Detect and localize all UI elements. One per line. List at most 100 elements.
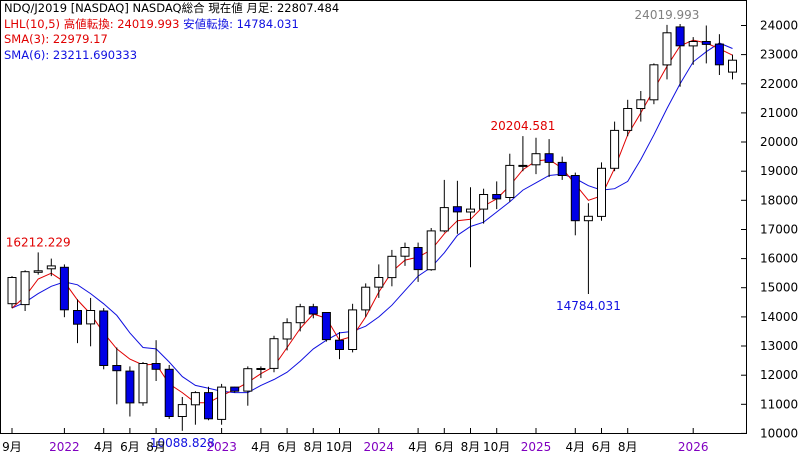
chart-title: NDQ/J2019 [NASDAQ] NASDAQ総合 現在値 月足: 2280… (4, 1, 340, 15)
extreme-value-label: 14784.031 (556, 299, 621, 313)
candle (701, 25, 711, 64)
candle (138, 362, 148, 406)
candle-body (452, 206, 462, 213)
candle (597, 162, 606, 221)
chart-legend: NDQ/J2019 [NASDAQ] NASDAQ総合 現在値 月足: 2280… (4, 1, 339, 63)
candle-body (662, 32, 672, 66)
annotations-layer: 16212.229 10088.828 20204.581 14784.031 2401… (6, 8, 700, 450)
candle-body (348, 309, 358, 350)
y-tick-label: 22000 (760, 77, 798, 91)
candle-body (466, 208, 475, 213)
candle-body (597, 167, 606, 217)
candle-body (335, 339, 344, 351)
y-tick-label: 15000 (760, 281, 798, 295)
candle-body (400, 247, 410, 257)
candle (688, 37, 698, 65)
candle (86, 297, 96, 347)
candle (348, 303, 358, 353)
candle (583, 203, 593, 294)
candle (321, 312, 331, 342)
candle (151, 340, 161, 381)
candle (282, 318, 292, 351)
candle (335, 332, 344, 360)
candle (295, 303, 305, 332)
candle (217, 383, 227, 425)
candle (387, 249, 397, 287)
candle-body (190, 392, 200, 406)
candle (492, 181, 502, 210)
candle-body (99, 310, 109, 366)
candle (308, 303, 318, 319)
candle-body (649, 64, 659, 101)
candle (439, 179, 449, 233)
x-month-label: 6月 (592, 440, 612, 454)
x-year-label: 2022 (49, 440, 80, 454)
candle (636, 91, 646, 122)
y-tick-label: 13000 (760, 339, 798, 353)
y-tick-label: 12000 (760, 368, 798, 382)
x-month-label: 9月 (2, 440, 22, 454)
candle-body (138, 363, 148, 404)
candle-body (426, 230, 436, 271)
candle-body (59, 266, 69, 311)
candle (190, 391, 200, 425)
x-month-label: 8月 (461, 440, 481, 454)
candle-body (164, 368, 174, 417)
y-tick-label: 23000 (760, 48, 798, 62)
extreme-value-label: 20204.581 (490, 119, 555, 133)
candle (662, 24, 672, 80)
candle-body (557, 161, 567, 176)
candle-body (570, 175, 580, 222)
candle (505, 153, 515, 202)
x-month-label: 4月 (408, 440, 428, 454)
x-axis: 9月 2022 4月 6月 8月 2023 4月 6月 8月 10月 2024 4月 6月 8月 10月 20… (2, 428, 708, 454)
candle (20, 270, 30, 311)
x-month-label: 4月 (565, 440, 585, 454)
candle (623, 99, 633, 137)
sma3-line (11, 39, 733, 404)
candle-body (151, 363, 161, 370)
y-tick-label: 11000 (760, 397, 798, 411)
candles-layer (7, 24, 737, 431)
y-tick-label: 19000 (760, 164, 798, 178)
candle-body (269, 338, 279, 369)
sma6-label: SMA(6): 23211.690333 (4, 47, 138, 62)
candle-body (623, 108, 633, 131)
y-tick-label: 17000 (760, 223, 798, 237)
sma6-line (11, 42, 733, 394)
candle-body (531, 153, 541, 166)
candle (479, 188, 489, 224)
x-month-label: 6月 (434, 440, 454, 454)
candle-body (46, 265, 56, 270)
candle (675, 24, 685, 87)
candle (426, 228, 436, 271)
y-tick-label: 10000 (760, 426, 798, 440)
lhl-high-label: 高値転換: 24019.993 (63, 16, 180, 31)
candle-body (256, 368, 266, 370)
x-year-label: 2025 (521, 440, 552, 454)
candle-body (217, 386, 227, 420)
candle-body (7, 277, 17, 305)
x-year-label: 2024 (364, 440, 395, 454)
candle-body (688, 41, 698, 47)
candle-body (505, 164, 515, 198)
extreme-value-label: 10088.828 (150, 436, 215, 450)
y-tick-label: 21000 (760, 106, 798, 120)
candle-body (295, 306, 305, 324)
candle (7, 276, 17, 309)
candle-body (610, 129, 620, 169)
x-month-label: 4月 (94, 440, 114, 454)
candle-body (675, 26, 685, 47)
candle (400, 242, 410, 266)
lhl-legend-row: LHL(10,5) 高値転換: 24019.993 安値転換: 14784.03… (4, 17, 339, 33)
x-month-label: 10月 (326, 440, 353, 454)
y-tick-label: 24000 (760, 19, 798, 33)
candle (112, 347, 122, 405)
extreme-value-label: 16212.229 (6, 235, 71, 249)
candle-body (73, 310, 82, 325)
candle-body (20, 271, 30, 306)
sma3-line-layer (11, 39, 733, 404)
x-month-label: 8月 (146, 440, 166, 454)
candle (59, 264, 69, 318)
